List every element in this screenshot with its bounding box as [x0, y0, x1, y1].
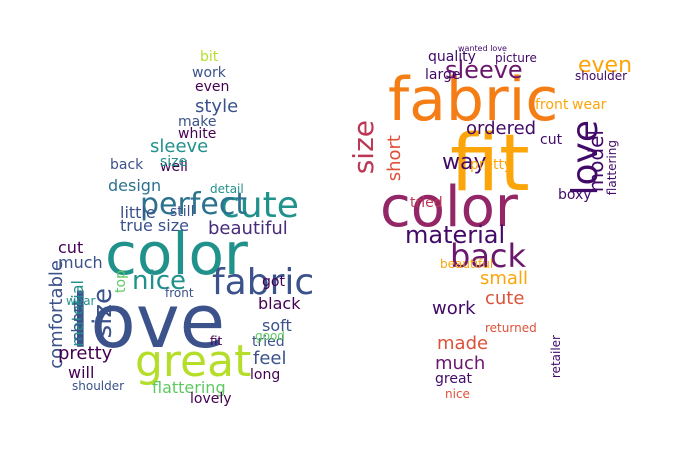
positive-word-22: lovely — [190, 391, 232, 407]
positive-word-23: much — [58, 253, 103, 272]
positive-word-17: soft — [262, 316, 292, 335]
positive-word-10: flattering — [152, 378, 226, 397]
negative-word-6: material — [405, 221, 506, 249]
positive-word-34: cut — [58, 238, 84, 257]
positive-word-27: white — [178, 126, 217, 142]
negative-word-19: front — [535, 97, 569, 113]
negative-word-9: model — [584, 130, 608, 193]
negative-word-5: size — [347, 120, 380, 175]
positive-word-12: pretty — [58, 343, 113, 364]
positive-word-32: shoulder — [72, 379, 125, 393]
thumbs-down-word-cloud: fit fabric color love back size material sleeve… — [340, 0, 680, 453]
negative-word-17: quality — [428, 49, 476, 65]
negative-word-25: great — [435, 371, 473, 387]
negative-word-13: much — [435, 353, 486, 374]
negative-word-18: large — [425, 67, 461, 83]
positive-word-41: bit — [200, 49, 219, 65]
positive-word-39: detail — [210, 182, 244, 196]
negative-word-14: made — [437, 333, 489, 354]
negative-word-24: boxy — [558, 187, 592, 203]
negative-word-32: picture — [495, 51, 537, 65]
negative-word-1: fabric — [388, 65, 559, 135]
positive-word-24: work — [192, 65, 226, 81]
positive-word-25: even — [195, 79, 230, 95]
positive-word-8: beautiful — [208, 218, 288, 239]
negative-word-22: cut — [540, 132, 563, 148]
positive-word-5: perfect — [140, 187, 248, 222]
positive-word-14: sleeve — [150, 136, 209, 157]
positive-word-4: cute — [220, 185, 299, 226]
positive-word-28: back — [110, 157, 144, 173]
negative-word-2: color — [380, 175, 518, 240]
positive-word-15: style — [195, 96, 239, 117]
positive-word-3: fabric — [212, 262, 315, 303]
negative-word-23: flattering — [605, 140, 619, 196]
positive-word-21: well — [160, 159, 188, 175]
negative-word-28: wear — [572, 97, 607, 113]
positive-word-26: make — [178, 114, 217, 130]
positive-word-35: wear — [66, 294, 96, 308]
negative-word-4: back — [450, 237, 527, 275]
positive-word-31: will — [68, 363, 95, 382]
negative-word-27: beautiful — [440, 257, 494, 271]
positive-word-40: still — [170, 204, 195, 220]
negative-word-33: nice — [445, 387, 470, 401]
positive-word-30: long — [250, 367, 281, 383]
negative-word-12: work — [432, 298, 476, 319]
positive-word-2: great — [135, 336, 252, 387]
negative-word-11: ordered — [466, 118, 537, 139]
negative-word-7: sleeve — [445, 56, 523, 84]
negative-word-10: even — [578, 53, 633, 78]
positive-word-38: good — [255, 329, 285, 343]
positive-word-29: size — [160, 154, 188, 170]
negative-word-21: pretty — [470, 157, 513, 173]
positive-word-43: front — [165, 286, 194, 300]
negative-word-0: fit — [450, 119, 530, 209]
negative-word-20: short — [384, 135, 405, 182]
positive-word-42: fit — [210, 334, 223, 348]
positive-word-16: black — [258, 294, 301, 313]
positive-word-37: got — [262, 274, 285, 290]
positive-word-18: little — [120, 203, 156, 222]
negative-word-34: wanted love — [458, 44, 507, 53]
positive-word-0: love — [70, 279, 226, 365]
negative-word-8: way — [442, 150, 487, 175]
positive-word-6: nice — [132, 266, 186, 296]
positive-word-36: tried — [252, 334, 285, 350]
negative-word-26: tried — [410, 195, 443, 211]
negative-word-15: cute — [485, 288, 525, 309]
negative-word-29: returned — [485, 321, 537, 335]
positive-word-1: color — [105, 220, 248, 288]
negative-word-31: shoulder — [575, 69, 628, 83]
positive-word-19: design — [108, 176, 162, 195]
negative-word-16: small — [480, 268, 528, 289]
positive-word-9: true size — [120, 216, 189, 235]
positive-word-44: top — [113, 270, 129, 293]
negative-word-30: retailer — [549, 335, 563, 379]
thumbs-up-word-cloud: love color great fabric cute perfect nice size b… — [46, 49, 315, 407]
positive-word-13: feel — [253, 348, 287, 369]
